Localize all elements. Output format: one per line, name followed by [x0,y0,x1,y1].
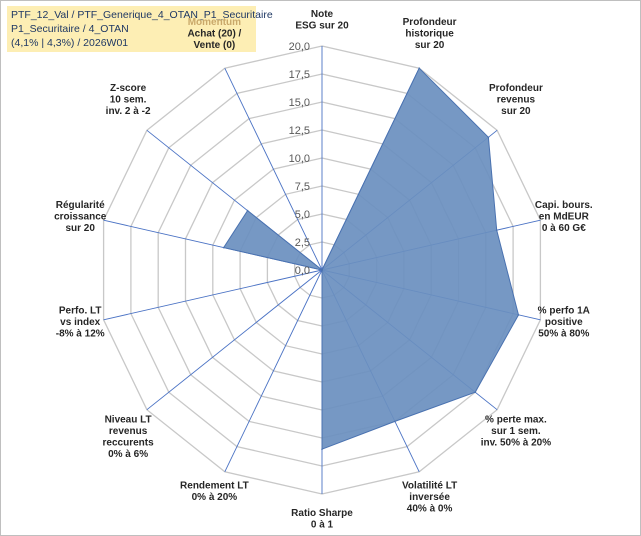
axis-spoke-10 [103,269,323,321]
axis-spoke-8 [224,269,323,472]
axis-label-3-line-0: Capi. bours. [535,200,593,211]
axis-label-8: Rendement LT 0% à 20% [180,480,249,503]
series-point-2 [487,136,490,139]
axis-label-7-line-1: 0 à 1 [311,520,334,531]
axis-label-5-line-1: sur 1 sem. [491,426,541,437]
axis-label-13: Momentum Achat (20) / Vente (0) [187,17,241,51]
axis-label-11-line-2: sur 20 [65,223,95,234]
series-area [222,67,520,450]
axis-spoke-9 [146,269,323,411]
axis-label-9: Niveau LT revenus reccurents 0% à 6% [103,414,155,460]
axis-label-0-line-1: ESG sur 20 [295,21,349,32]
tick-label-2: 5,0 [295,209,310,221]
tick-label-1: 2,5 [295,237,310,249]
radar-tick-labels: 0,0 2,5 5,0 7,5 10,0 12,5 15,0 17,5 20,0 [289,41,310,277]
tick-label-0: 0,0 [295,265,310,277]
series-point-4 [517,314,520,316]
axis-label-10-line-2: -8% à 12% [56,329,105,340]
axis-label-4-line-1: positive [545,317,583,328]
axis-label-10-line-1: vs index [60,317,100,328]
tick-label-4: 10,0 [289,153,310,165]
header-line-3: (4,1% | 4,3%) / 2026W01 [11,37,129,49]
axis-label-3-line-1: en MdEUR [539,211,590,222]
axis-label-1-line-2: sur 20 [415,40,445,51]
axis-label-0: Note ESG sur 20 [295,9,349,32]
axis-label-10-line-0: Perfo. LT [59,306,102,317]
axis-label-1: Profondeur historique sur 20 [403,17,457,51]
header-line-2: P1_Securitaire / 4_OTAN [11,23,129,35]
axis-label-6: Volatilité LT inversée 40% à 0% [402,480,457,514]
axis-label-9-line-3: 0% à 6% [108,449,148,460]
axis-label-12: Z-score 10 sem. inv. 2 à -2 [106,83,151,117]
axis-label-8-line-0: Rendement LT [180,480,249,491]
tick-label-6: 15,0 [289,97,310,109]
axis-label-11: Régularité croissance sur 20 [54,200,107,234]
axis-label-5-line-2: inv. 50% à 20% [481,437,552,448]
tick-label-3: 7,5 [295,181,310,193]
axis-label-3-line-2: 0 à 60 G€ [542,223,586,234]
axis-label-7-line-0: Ratio Sharpe [291,508,353,519]
axis-label-13-line-2: Vente (0) [194,40,236,51]
axis-label-9-line-0: Niveau LT [105,414,152,425]
axis-label-8-line-1: 0% à 20% [192,492,238,503]
axis-label-1-line-1: historique [405,29,454,40]
series-point-3 [495,229,498,231]
axis-label-5: % perte max. sur 1 sem. inv. 50% à 20% [481,414,552,448]
axis-label-10: Perfo. LT vs index -8% à 12% [56,306,105,340]
axis-label-9-line-2: reccurents [103,437,155,448]
axis-label-13-line-1: Achat (20) / [187,29,241,40]
axis-label-6-line-2: 40% à 0% [407,503,453,514]
axis-label-12-line-1: 10 sem. [110,95,147,106]
axis-label-6-line-0: Volatilité LT [402,480,457,491]
axis-label-11-line-1: croissance [54,211,107,222]
axis-label-7: Ratio Sharpe 0 à 1 [291,508,353,531]
axis-label-12-line-0: Z-score [110,83,147,94]
series-point-13 [321,269,323,271]
axis-label-1-line-0: Profondeur [403,17,457,28]
axis-label-2-line-2: sur 20 [501,106,531,117]
axis-label-2-line-1: revenus [497,95,536,106]
axis-label-2: Profondeur revenus sur 20 [489,83,543,117]
radar-series [222,67,520,451]
axis-label-3: Capi. bours. en MdEUR 0 à 60 G€ [535,200,593,234]
tick-label-7: 17,5 [289,69,310,81]
axis-label-11-line-0: Régularité [56,200,105,211]
axis-spoke-13 [224,68,323,271]
axis-label-4-line-0: % perfo 1A [538,306,590,317]
axis-label-4: % perfo 1A positive 50% à 80% [538,306,590,340]
series-point-12 [246,209,249,212]
axis-label-4-line-2: 50% à 80% [538,329,589,340]
chart-header: PTF_12_Val / PTF_Generique_4_OTAN_P1_Sec… [7,6,273,52]
axis-label-0-line-0: Note [311,9,334,20]
tick-label-8: 20,0 [289,41,310,53]
series-point-7 [321,448,323,451]
radar-axis-labels: Note ESG sur 20 Profondeur historique sur 20… [54,9,593,531]
series-point-11 [222,246,225,249]
tick-label-5: 12,5 [289,125,310,137]
series-point-5 [474,391,477,394]
axis-label-13-line-0: Momentum [188,17,241,28]
series-point-6 [394,420,396,423]
axis-label-6-line-1: inversée [409,492,450,503]
axis-label-2-line-0: Profondeur [489,83,543,94]
series-point-1 [418,67,421,69]
axis-label-5-line-0: % perte max. [485,414,547,425]
header-line-1: PTF_12_Val / PTF_Generique_4_OTAN_P1_Sec… [11,9,273,21]
axis-label-9-line-1: revenus [109,426,148,437]
axis-label-12-line-2: inv. 2 à -2 [106,106,151,117]
